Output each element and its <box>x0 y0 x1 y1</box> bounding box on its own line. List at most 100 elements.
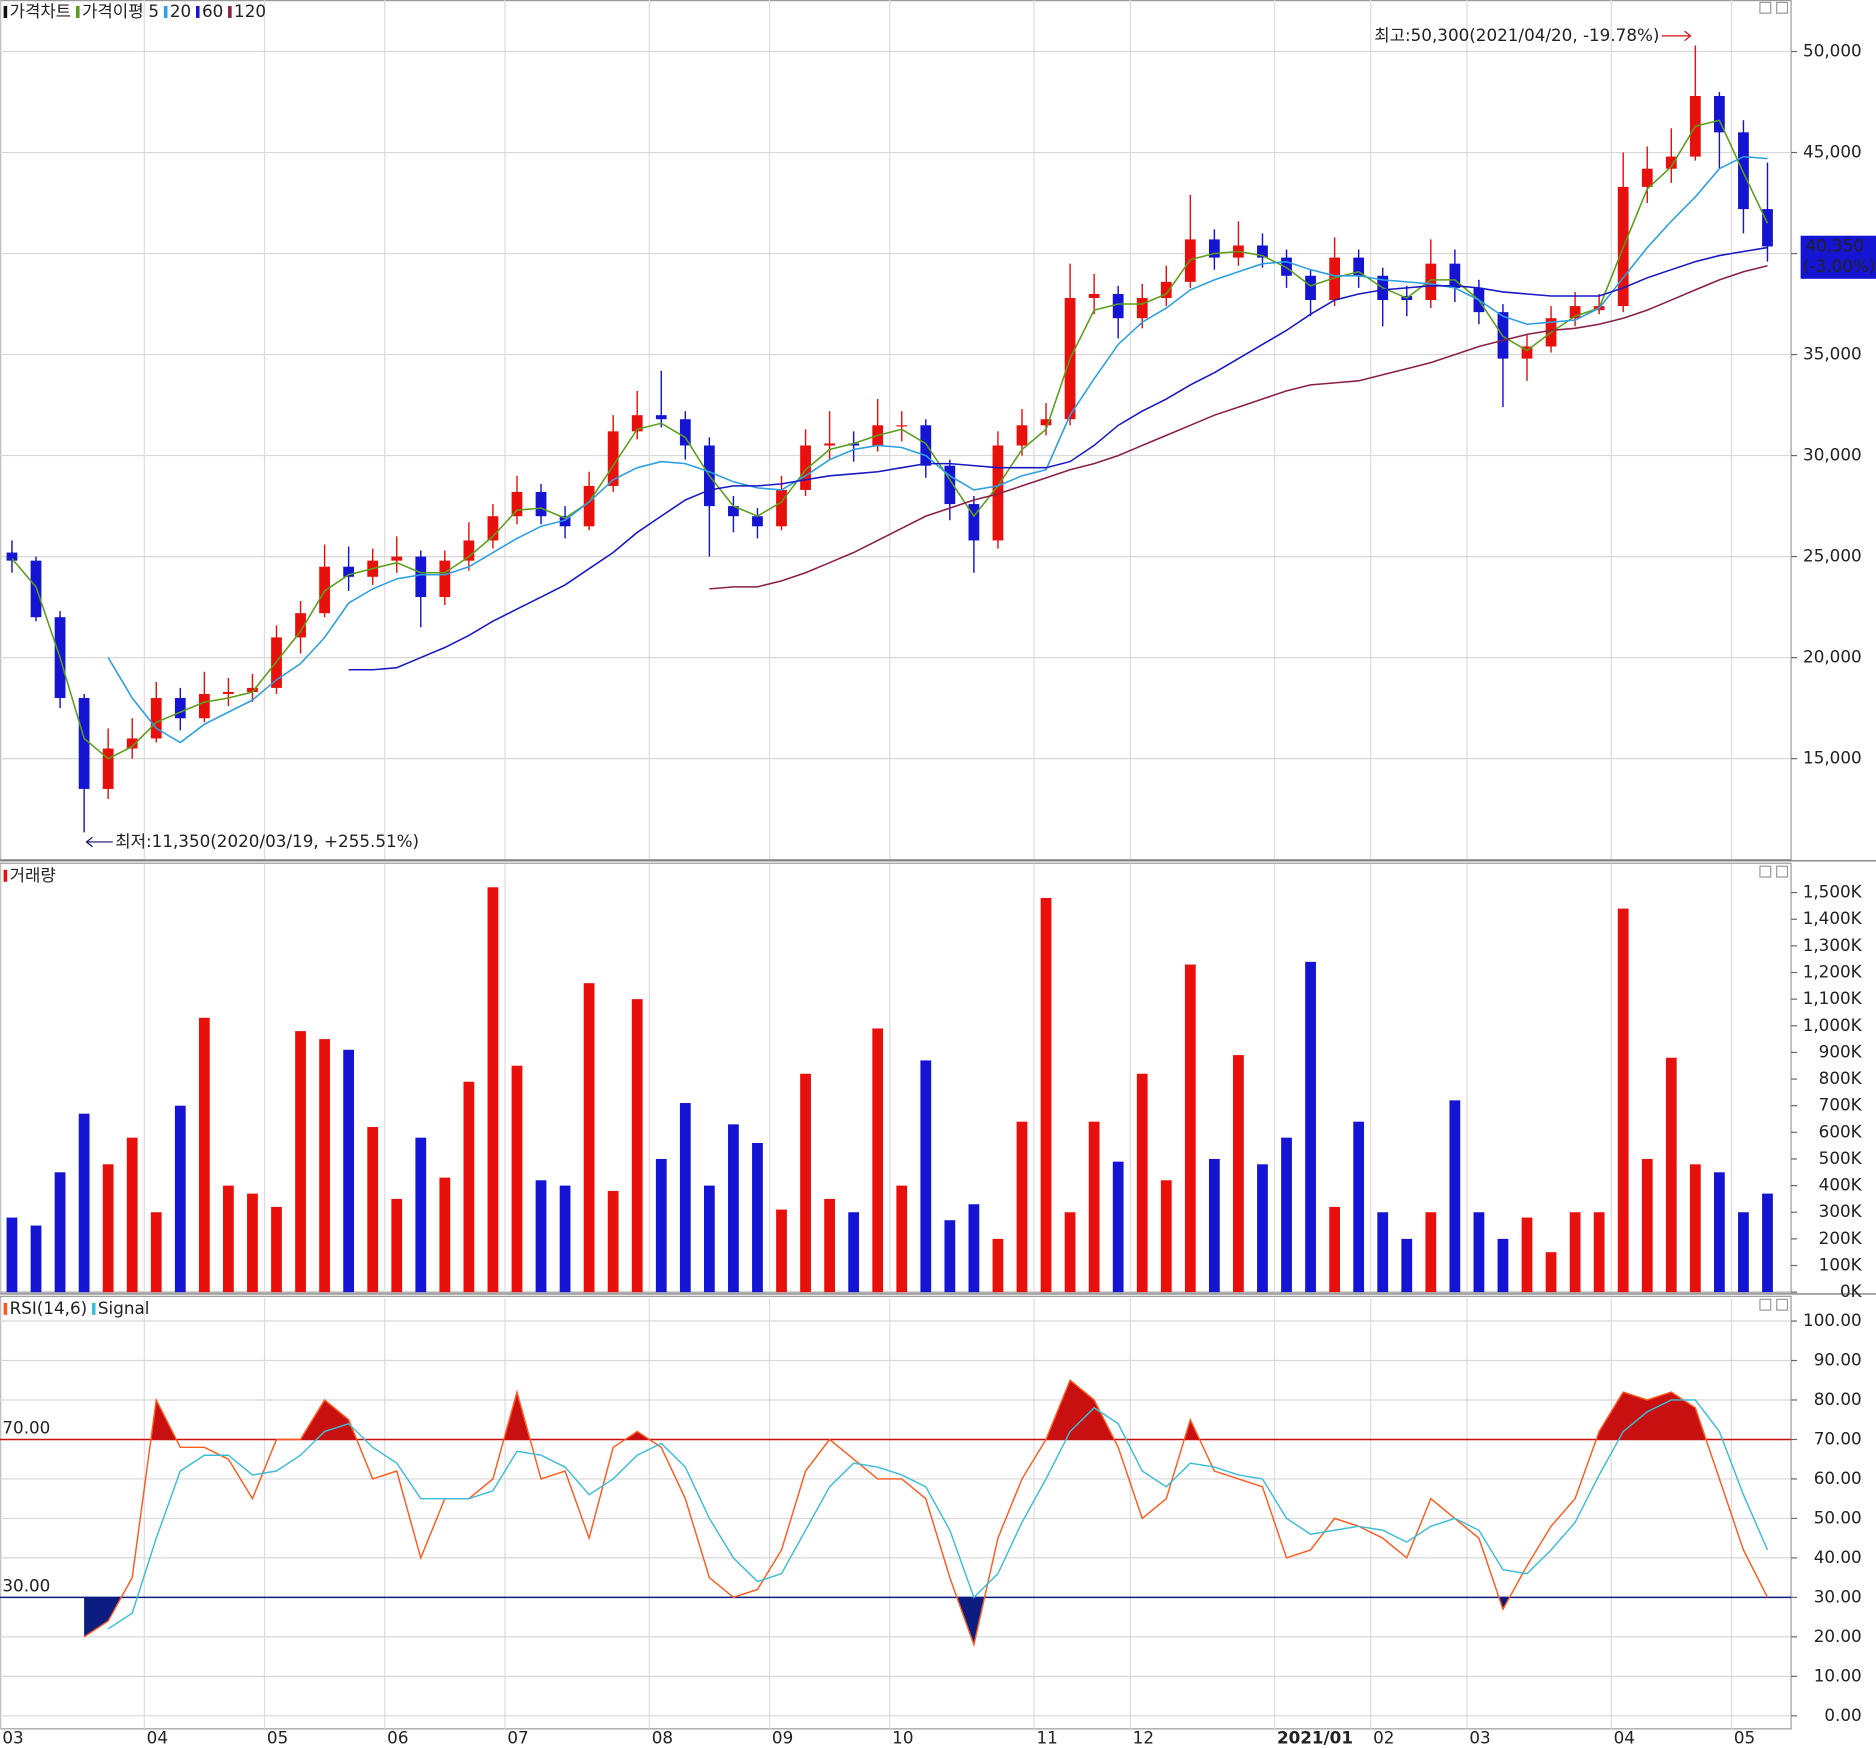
x-tick-label: 12 <box>1133 1727 1154 1747</box>
volume-bar <box>295 1031 306 1293</box>
volume-bar <box>247 1193 258 1293</box>
volume-bar <box>944 1220 956 1293</box>
volume-bar <box>1305 961 1316 1293</box>
x-tick-label: 03 <box>2 1727 23 1747</box>
volume-bar <box>1593 1212 1605 1293</box>
last-change: (-3.00%) <box>1803 256 1875 276</box>
volume-bar <box>848 1212 860 1293</box>
candle-body <box>968 504 980 541</box>
y-tick-label: 1,000K <box>1803 1015 1863 1035</box>
volume-bar <box>776 1209 787 1293</box>
candle-body <box>415 556 427 598</box>
legend-label: 60 <box>202 1 223 21</box>
volume-bar <box>968 1204 980 1293</box>
volume-bar <box>631 999 643 1293</box>
x-tick-label: 04 <box>1614 1727 1635 1747</box>
candle-body <box>1281 257 1292 276</box>
y-tick-label: 300K <box>1819 1201 1863 1221</box>
candle-body <box>1112 293 1124 319</box>
y-tick-label: 20.00 <box>1814 1626 1862 1646</box>
volume-bar <box>126 1137 138 1293</box>
legend-label: 20 <box>170 1 191 21</box>
candle-body <box>920 425 932 466</box>
legend-swatch <box>91 1302 96 1315</box>
volume-bar <box>1016 1121 1028 1293</box>
y-tick-label: 0.00 <box>1824 1705 1861 1725</box>
moving-average-line <box>11 119 1769 760</box>
volume-bar <box>703 1185 715 1293</box>
low-annotation: 최저:11,350(2020/03/19, +255.51%) <box>115 831 419 851</box>
volume-bar <box>1160 1180 1172 1293</box>
candle-body <box>992 445 1004 541</box>
y-tick-label: 800K <box>1819 1068 1863 1088</box>
candle-body <box>655 415 667 420</box>
volume-bar <box>1353 1121 1365 1293</box>
candle-body <box>319 566 330 614</box>
candle-body <box>1762 209 1773 247</box>
candle-body <box>1088 293 1100 299</box>
y-tick-label: 70.00 <box>1814 1428 1862 1448</box>
y-tick-label: 700K <box>1819 1095 1863 1115</box>
rsi-line <box>107 1399 1769 1630</box>
candle-body <box>439 560 451 598</box>
y-tick-label: 40.00 <box>1814 1547 1862 1567</box>
x-tick-label: 03 <box>1469 1727 1490 1747</box>
volume-bar <box>1112 1161 1124 1293</box>
y-tick-label: 15,000 <box>1803 748 1862 768</box>
x-tick-label: 04 <box>147 1727 168 1747</box>
volume-bar <box>1449 1100 1461 1293</box>
candle-body <box>174 698 186 719</box>
moving-average-line <box>107 155 1768 744</box>
candle-body <box>535 491 547 517</box>
candle-body <box>1136 298 1148 319</box>
volume-bar <box>1329 1206 1340 1293</box>
volume-bar <box>872 1028 884 1293</box>
volume-bar <box>102 1164 114 1293</box>
legend-label: 5 <box>148 1 159 21</box>
x-tick-label: 02 <box>1373 1727 1394 1747</box>
moving-average-line <box>709 264 1768 590</box>
candle-body <box>1665 156 1677 169</box>
y-tick-label: 20,000 <box>1803 647 1862 667</box>
y-tick-label: 35,000 <box>1803 344 1862 364</box>
candle-body <box>800 445 811 490</box>
close-button[interactable] <box>1776 865 1789 878</box>
candle-body <box>752 516 763 527</box>
close-button[interactable] <box>1776 1298 1789 1311</box>
minimize-button[interactable] <box>1759 1298 1772 1311</box>
candle-body <box>1329 257 1340 301</box>
volume-bar <box>30 1225 42 1293</box>
y-tick-label: 10.00 <box>1814 1665 1862 1685</box>
x-tick-label: 11 <box>1036 1727 1057 1747</box>
volume-bar <box>728 1124 739 1293</box>
volume-bar <box>1401 1238 1413 1293</box>
y-tick-label: 0K <box>1840 1281 1863 1301</box>
volume-bar <box>1617 908 1629 1293</box>
minimize-button[interactable] <box>1759 865 1772 878</box>
y-tick-label: 30,000 <box>1803 445 1862 465</box>
volume-bar <box>1281 1137 1292 1293</box>
window-buttons[interactable] <box>1759 1 1789 1311</box>
y-tick-label: 1,400K <box>1803 908 1863 928</box>
volume-bar <box>78 1113 90 1293</box>
y-tick-label: 45,000 <box>1803 142 1862 162</box>
volume-bar <box>1136 1073 1148 1293</box>
volume-bar <box>487 887 499 1293</box>
candle-body <box>1257 245 1268 258</box>
moving-average-line <box>348 246 1768 671</box>
candle-body <box>487 516 499 541</box>
minimize-button[interactable] <box>1759 1 1772 14</box>
close-button[interactable] <box>1776 1 1789 14</box>
candle-body <box>679 419 691 446</box>
last-price: 40,350 <box>1805 235 1864 255</box>
y-tick-label: 50,000 <box>1803 41 1862 61</box>
x-tick-label: 10 <box>892 1727 913 1747</box>
volume-bar <box>198 1017 210 1293</box>
candle-body <box>1569 306 1581 319</box>
x-tick-label: 2021/01 <box>1277 1727 1353 1747</box>
candle-body <box>1305 275 1316 301</box>
legend-swatch <box>3 869 8 882</box>
volume-bar <box>1689 1164 1701 1293</box>
candle-body <box>896 425 908 427</box>
volume-bar <box>1208 1158 1220 1293</box>
